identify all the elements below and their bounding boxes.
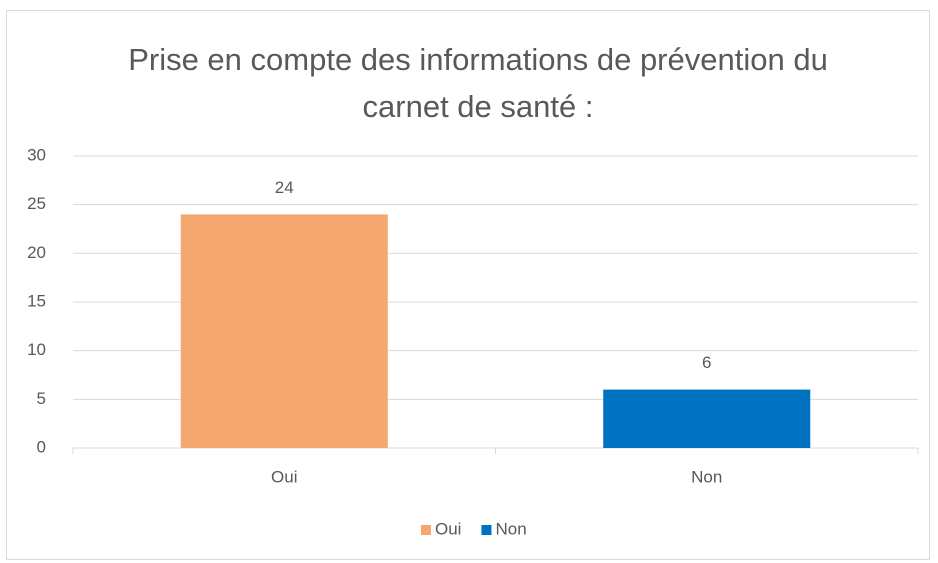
y-tick-label: 20 [27,243,46,262]
bar [603,389,811,448]
y-tick-label: 30 [27,145,46,164]
data-label: 24 [275,178,294,197]
bar [180,214,388,448]
legend-swatch [421,525,431,535]
y-tick-label: 25 [27,194,46,213]
x-tick-label: Oui [271,467,297,486]
y-tick-label: 10 [27,340,46,359]
data-label: 6 [702,353,711,372]
x-tick-label: Non [691,467,722,486]
y-tick-label: 0 [37,437,46,456]
legend-swatch [481,525,492,535]
chart-title: Prise en compte des informations de prév… [128,42,828,124]
y-tick-label: 5 [37,389,46,408]
chart-frame [6,10,930,560]
legend-label: Oui [435,519,461,538]
legend-label: Non [495,519,526,538]
y-tick-label: 15 [27,291,46,310]
